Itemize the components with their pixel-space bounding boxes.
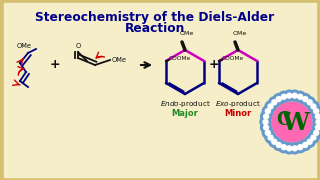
Circle shape bbox=[303, 97, 308, 102]
Circle shape bbox=[316, 125, 320, 130]
Circle shape bbox=[316, 120, 320, 125]
Circle shape bbox=[311, 135, 316, 140]
Text: +: + bbox=[209, 58, 219, 71]
Text: $\mathit{Exo}$-product: $\mathit{Exo}$-product bbox=[215, 99, 261, 109]
Circle shape bbox=[311, 104, 316, 109]
Circle shape bbox=[304, 136, 315, 147]
Circle shape bbox=[276, 97, 281, 102]
Circle shape bbox=[314, 109, 319, 114]
Circle shape bbox=[262, 127, 273, 138]
Circle shape bbox=[313, 116, 320, 127]
Text: O: O bbox=[76, 43, 81, 49]
Text: OMe: OMe bbox=[112, 57, 127, 63]
Circle shape bbox=[262, 106, 273, 117]
Circle shape bbox=[278, 91, 289, 102]
Circle shape bbox=[284, 143, 295, 154]
Circle shape bbox=[272, 139, 277, 144]
Circle shape bbox=[312, 122, 320, 133]
Circle shape bbox=[265, 109, 270, 114]
Circle shape bbox=[295, 91, 306, 102]
Circle shape bbox=[298, 94, 303, 99]
Circle shape bbox=[307, 139, 312, 144]
Circle shape bbox=[295, 142, 306, 153]
Circle shape bbox=[268, 135, 273, 140]
Circle shape bbox=[281, 94, 286, 99]
Circle shape bbox=[287, 93, 292, 98]
Circle shape bbox=[260, 116, 271, 127]
Circle shape bbox=[272, 100, 277, 105]
Circle shape bbox=[292, 146, 297, 151]
Circle shape bbox=[269, 97, 280, 108]
Circle shape bbox=[276, 143, 281, 147]
Circle shape bbox=[304, 97, 315, 108]
Circle shape bbox=[269, 136, 280, 147]
Circle shape bbox=[264, 125, 268, 130]
Circle shape bbox=[278, 142, 289, 153]
Circle shape bbox=[268, 104, 273, 109]
Circle shape bbox=[312, 111, 320, 122]
Circle shape bbox=[311, 127, 320, 138]
Text: W: W bbox=[281, 111, 309, 135]
Text: COOMe: COOMe bbox=[222, 57, 244, 62]
Circle shape bbox=[260, 122, 272, 133]
Text: Reaction: Reaction bbox=[125, 22, 185, 35]
Circle shape bbox=[272, 102, 312, 142]
Circle shape bbox=[308, 101, 319, 112]
Text: OMe: OMe bbox=[233, 31, 247, 36]
Circle shape bbox=[300, 94, 311, 105]
Circle shape bbox=[264, 114, 268, 119]
Text: Major: Major bbox=[172, 109, 198, 118]
Text: +: + bbox=[50, 58, 60, 71]
Text: $\mathit{Endo}$-product: $\mathit{Endo}$-product bbox=[160, 99, 210, 109]
Circle shape bbox=[300, 140, 311, 150]
Circle shape bbox=[314, 130, 319, 135]
Text: COOMe: COOMe bbox=[169, 57, 191, 62]
Circle shape bbox=[311, 106, 320, 117]
Circle shape bbox=[308, 132, 319, 143]
Circle shape bbox=[273, 140, 284, 150]
Text: Stereochemistry of the Diels-Alder: Stereochemistry of the Diels-Alder bbox=[36, 12, 275, 24]
Text: OMe: OMe bbox=[180, 31, 194, 36]
Circle shape bbox=[273, 94, 284, 105]
Circle shape bbox=[287, 146, 292, 151]
Text: Minor: Minor bbox=[224, 109, 252, 118]
Text: C: C bbox=[276, 111, 290, 129]
Circle shape bbox=[265, 130, 270, 135]
Circle shape bbox=[307, 100, 312, 105]
Circle shape bbox=[292, 93, 297, 98]
Circle shape bbox=[289, 90, 300, 101]
Circle shape bbox=[265, 101, 276, 112]
Circle shape bbox=[284, 90, 295, 101]
Circle shape bbox=[265, 132, 276, 143]
Circle shape bbox=[281, 145, 286, 150]
Circle shape bbox=[316, 114, 320, 119]
Circle shape bbox=[303, 143, 308, 147]
Circle shape bbox=[289, 143, 300, 154]
Circle shape bbox=[263, 120, 268, 125]
Text: OMe: OMe bbox=[17, 43, 32, 49]
Circle shape bbox=[298, 145, 303, 150]
Circle shape bbox=[260, 111, 272, 122]
